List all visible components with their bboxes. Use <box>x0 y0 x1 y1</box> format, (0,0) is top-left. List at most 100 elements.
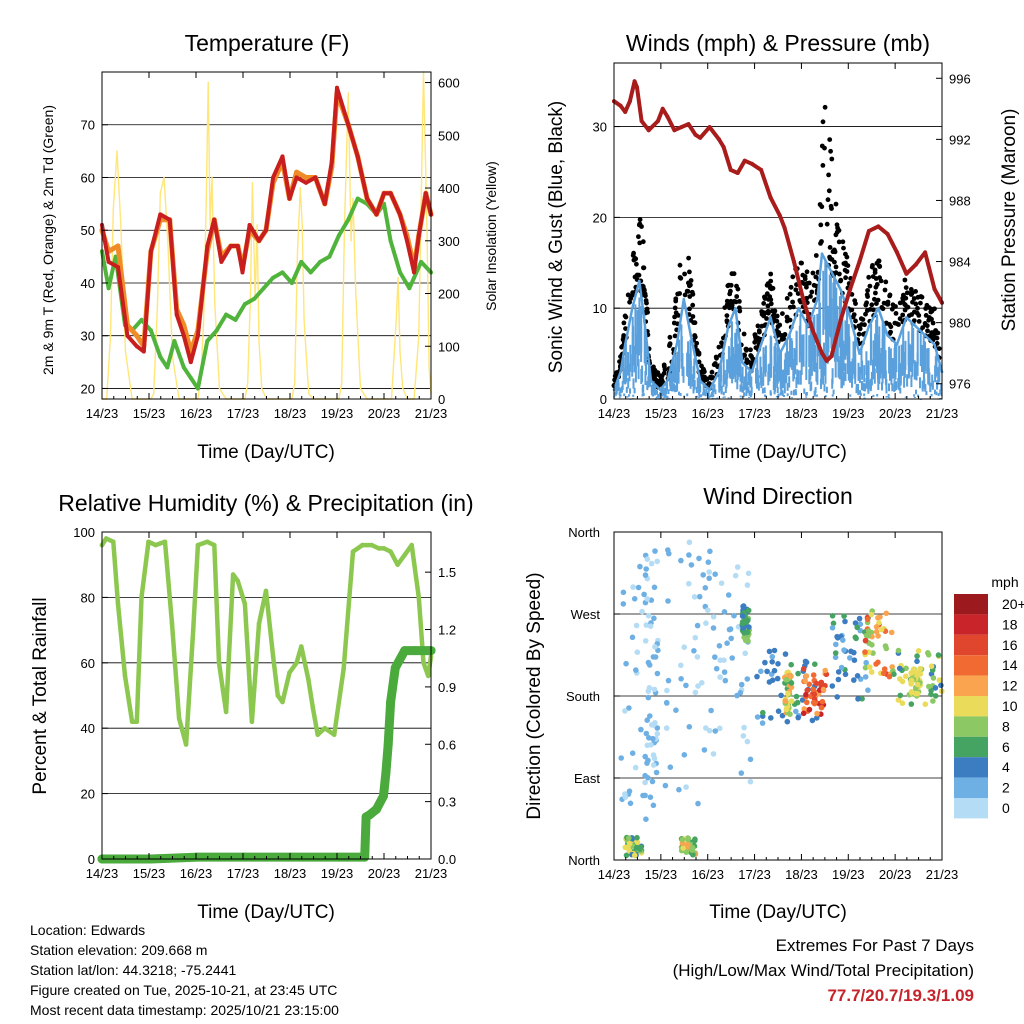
relative-humidity-trace-point <box>416 595 422 600</box>
direction-point <box>644 760 650 766</box>
wind-bar <box>739 364 742 382</box>
gust-marker <box>769 286 774 292</box>
temperature-2m-trace-point <box>205 244 210 248</box>
direction-point <box>868 611 875 618</box>
wind-bar <box>622 357 625 379</box>
sonic-wind-trace-point <box>623 343 627 346</box>
wind-bar <box>875 338 878 369</box>
direction-point <box>784 718 791 725</box>
y-tick-label: 0 <box>88 852 95 867</box>
gust-marker <box>876 258 881 264</box>
station-pressure-trace-point <box>866 229 871 233</box>
sonic-wind-trace-point <box>759 343 763 346</box>
direction-point <box>712 728 719 734</box>
speed-color-legend: mph 20+ 18 16 14 12 10 8 6 4 2 0 <box>954 574 1024 819</box>
wind-bar <box>931 374 934 387</box>
direction-point <box>623 660 629 667</box>
direction-point <box>888 629 895 636</box>
wind-bar <box>814 387 817 394</box>
temperature-2m-trace-point <box>235 244 240 248</box>
dewpoint-trace-point <box>398 270 402 275</box>
temperature-2m-trace-point <box>374 212 379 217</box>
wind-bar <box>816 346 819 373</box>
humidity-panel: Relative Humidity (%) & Precipitation (i… <box>30 490 474 923</box>
x-tick-label: 16/23 <box>691 867 724 882</box>
direction-point <box>679 840 686 847</box>
extremes-box: Extremes For Past 7 Days (High/Low/Max W… <box>673 933 974 1008</box>
direction-point <box>695 683 701 689</box>
direction-point <box>648 560 655 567</box>
station-pressure-trace-point <box>857 259 862 264</box>
precipitation-trace-point <box>364 810 374 820</box>
direction-point <box>685 836 691 843</box>
direction-point <box>663 725 670 731</box>
gust-marker <box>818 241 823 246</box>
temperature-2m-trace-point <box>304 180 308 185</box>
direction-point <box>694 622 701 629</box>
y-tick-label: 0 <box>600 392 607 407</box>
wind-bar <box>689 378 692 389</box>
wind-bar <box>757 382 760 391</box>
direction-point <box>734 564 741 570</box>
wind-bar <box>673 385 676 393</box>
direction-point <box>652 654 659 660</box>
dewpoint-trace-point <box>308 270 313 275</box>
relative-humidity-trace-point <box>350 549 356 554</box>
gust-marker <box>727 291 733 297</box>
humidity-ticks: 0 20 40 60 80 100 0.0 0.3 0.6 0.9 1.2 1.5 14/23 15/23… <box>73 525 456 881</box>
solar-insolation-trace-point <box>350 240 352 242</box>
gust-marker <box>784 314 790 320</box>
temperature-2m-trace-point <box>322 201 327 206</box>
gust-marker <box>748 347 753 353</box>
direction-point <box>686 539 693 546</box>
location-text: Location: Edwards <box>30 922 146 938</box>
wind-bar <box>764 395 767 397</box>
y-tick-label: 40 <box>81 276 95 291</box>
relative-humidity-trace-point <box>176 716 182 721</box>
wind-bar <box>919 333 922 367</box>
wind-bar <box>832 315 835 358</box>
wind-bar <box>619 394 622 397</box>
direction-point <box>891 671 897 677</box>
direction-point <box>645 659 652 666</box>
gust-marker <box>694 340 700 346</box>
direction-point <box>652 548 658 554</box>
gust-marker <box>771 312 777 318</box>
relative-humidity-trace-point <box>294 660 299 666</box>
gust-marker <box>770 308 775 314</box>
wind-bar <box>745 381 748 391</box>
relative-humidity-trace-point <box>103 536 109 541</box>
gust-marker <box>801 281 807 286</box>
legend-label: 0 <box>1002 800 1010 816</box>
legend-label: 14 <box>1002 657 1018 673</box>
wind-bar <box>812 343 815 372</box>
gust-marker <box>808 294 813 299</box>
temperature-2m-trace-point <box>228 244 233 248</box>
gust-marker <box>768 278 774 284</box>
y-tick-label: 60 <box>81 170 95 185</box>
wind-bar <box>718 386 721 393</box>
direction-point <box>829 613 836 619</box>
wind-bar <box>778 361 781 381</box>
temperature-2m-trace-point <box>188 360 193 365</box>
gust-marker <box>934 335 940 341</box>
wind-bar <box>660 396 663 398</box>
direction-point <box>766 679 773 685</box>
gust-marker <box>712 361 718 366</box>
dewpoint-trace-point <box>148 328 153 333</box>
wind-bar <box>695 387 698 393</box>
legend-swatch <box>954 696 988 717</box>
wind-bar <box>827 305 830 353</box>
dewpoint-trace-point <box>289 281 294 285</box>
direction-point <box>851 649 857 656</box>
precipitation-trace-point <box>334 852 344 862</box>
wind-bar <box>748 392 751 396</box>
wind-bar <box>666 395 669 398</box>
temperature-2m-trace-point <box>158 212 163 217</box>
gust-marker <box>667 343 672 349</box>
relative-humidity-trace-point <box>275 693 281 698</box>
sonic-wind-trace-point <box>895 343 899 346</box>
temperature-2m-trace-point <box>365 196 370 201</box>
direction-point <box>741 634 747 641</box>
wind-bar <box>627 352 629 376</box>
